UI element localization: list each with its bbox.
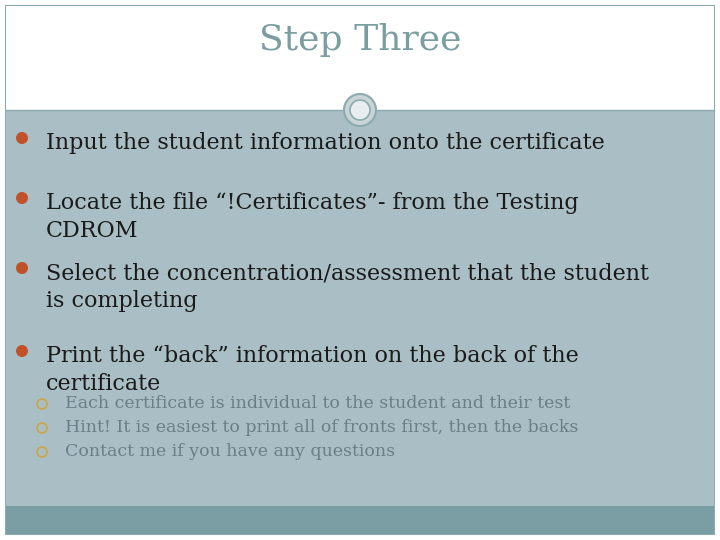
Text: Print the “back” information on the back of the
certificate: Print the “back” information on the back… (46, 345, 579, 395)
Text: Locate the file “!Certificates”- from the Testing
CDROM: Locate the file “!Certificates”- from th… (46, 192, 579, 242)
FancyBboxPatch shape (6, 506, 714, 534)
Text: Contact me if you have any questions: Contact me if you have any questions (65, 443, 395, 461)
Text: Input the student information onto the certificate: Input the student information onto the c… (46, 132, 605, 154)
Circle shape (350, 100, 370, 120)
Circle shape (16, 262, 28, 274)
FancyBboxPatch shape (6, 6, 714, 116)
Text: Select the concentration/assessment that the student
is completing: Select the concentration/assessment that… (46, 262, 649, 312)
FancyBboxPatch shape (6, 6, 714, 534)
Circle shape (16, 192, 28, 204)
Text: Each certificate is individual to the student and their test: Each certificate is individual to the st… (65, 395, 570, 413)
Text: Hint! It is easiest to print all of fronts first, then the backs: Hint! It is easiest to print all of fron… (65, 420, 578, 436)
FancyBboxPatch shape (6, 110, 714, 534)
Text: Step Three: Step Three (258, 23, 462, 57)
Circle shape (16, 132, 28, 144)
Circle shape (16, 345, 28, 357)
Circle shape (344, 94, 376, 126)
